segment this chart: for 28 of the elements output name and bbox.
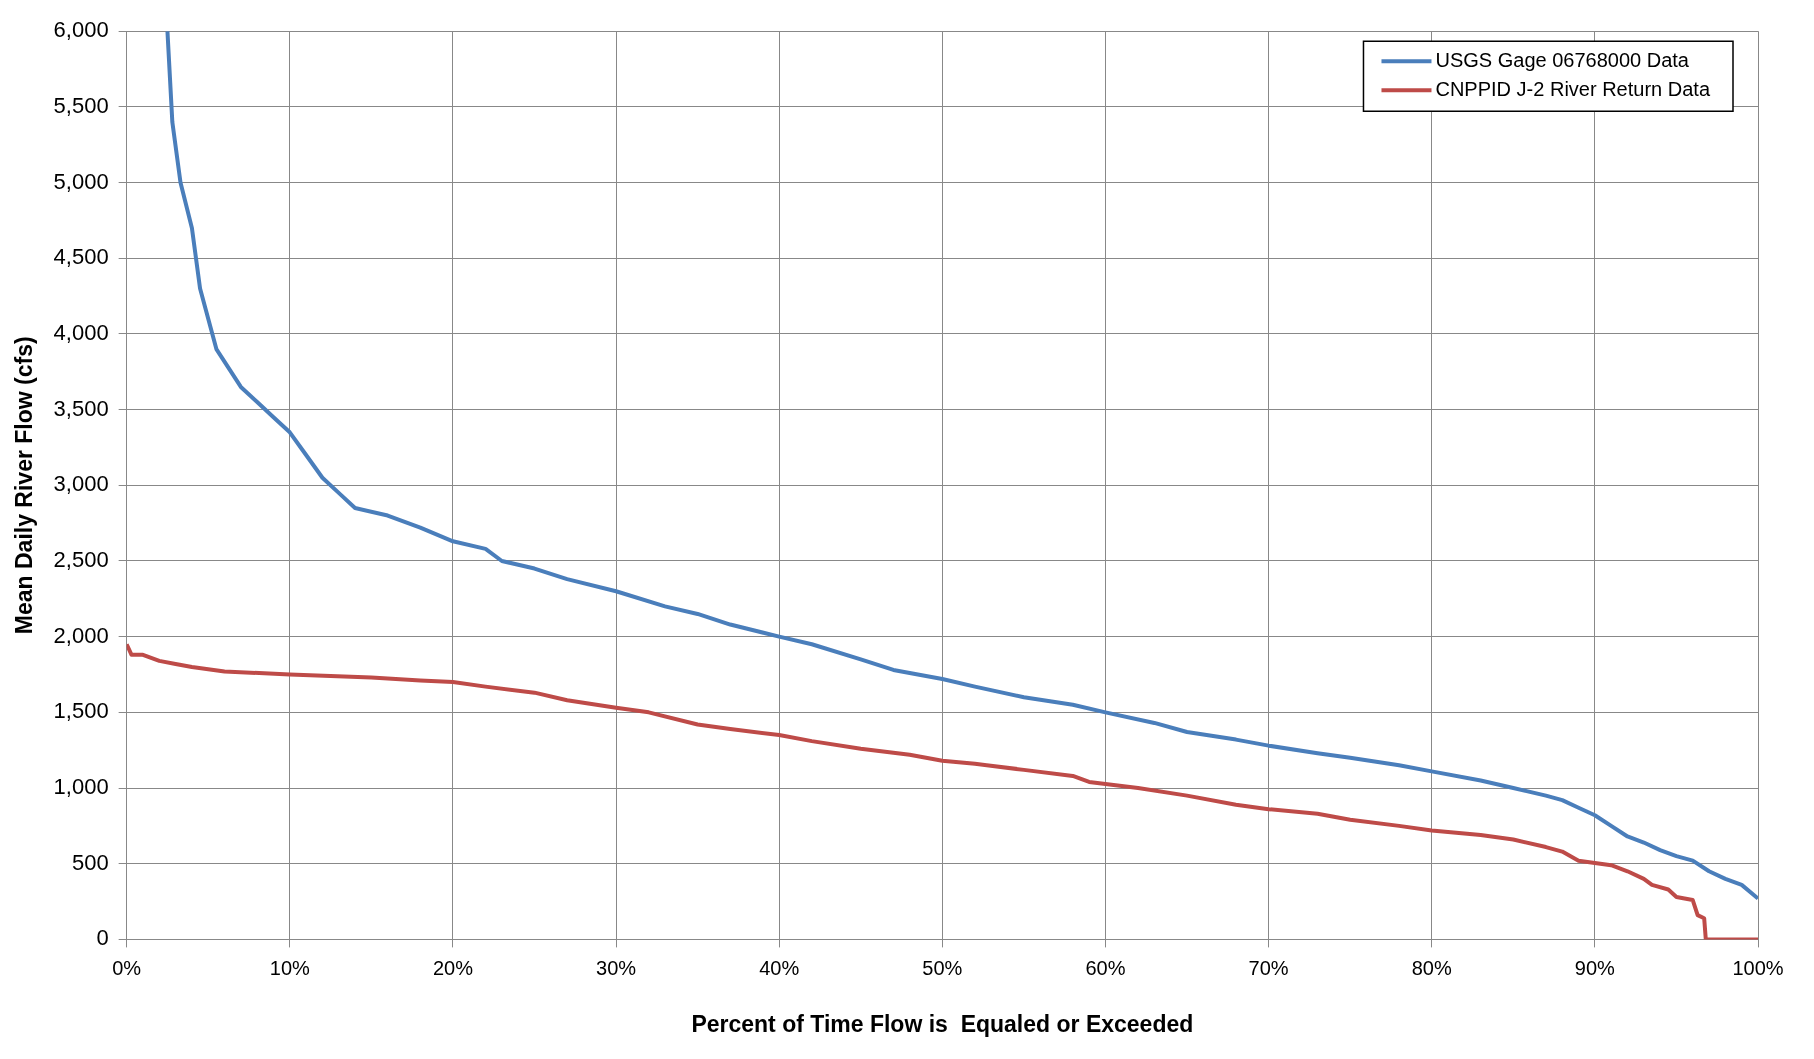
y-tick-label: 500 bbox=[71, 849, 109, 875]
y-axis-title: Mean Daily River Flow (cfs) bbox=[11, 336, 38, 635]
x-tick-label: 80% bbox=[1411, 956, 1452, 979]
y-tick-label: 1,500 bbox=[53, 698, 109, 724]
x-tick-label: 60% bbox=[1085, 956, 1126, 979]
x-tick-label: 20% bbox=[432, 956, 474, 979]
y-tick-label: 5,000 bbox=[53, 168, 109, 194]
y-tick-label: 5,500 bbox=[53, 92, 109, 118]
y-tick-label: 1,000 bbox=[53, 774, 109, 800]
y-tick-label: 2,000 bbox=[53, 622, 109, 648]
y-tick-label: 0 bbox=[96, 925, 109, 951]
y-tick-label: 4,000 bbox=[53, 320, 109, 345]
y-tick-label: 2,500 bbox=[53, 547, 109, 573]
x-tick-label: 50% bbox=[922, 956, 963, 979]
x-tick-label: 0% bbox=[112, 956, 142, 979]
y-tick-label: 6,000 bbox=[53, 17, 109, 43]
legend-label: USGS Gage 06768000 Data bbox=[1435, 48, 1690, 71]
y-tick-label: 3,500 bbox=[53, 395, 109, 421]
legend-label: CNPPID J-2 River Return Data bbox=[1435, 77, 1711, 100]
x-tick-label: 70% bbox=[1248, 956, 1289, 979]
x-axis-title: Percent of Time Flow is Equaled or Exceeded bbox=[691, 1010, 1194, 1037]
x-tick-label: 100% bbox=[1732, 956, 1784, 979]
y-tick-label: 3,000 bbox=[53, 471, 109, 497]
x-tick-label: 30% bbox=[596, 956, 637, 979]
y-tick-label: 4,500 bbox=[53, 244, 109, 270]
x-tick-label: 40% bbox=[759, 956, 800, 979]
x-tick-label: 90% bbox=[1574, 956, 1616, 979]
x-tick-label: 10% bbox=[269, 956, 311, 979]
